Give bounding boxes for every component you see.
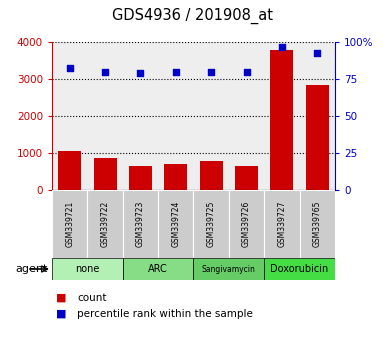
Point: [208, 69, 214, 75]
Point: [279, 44, 285, 50]
Text: GDS4936 / 201908_at: GDS4936 / 201908_at: [112, 8, 273, 24]
Text: none: none: [75, 264, 100, 274]
Bar: [235, 166, 258, 190]
Text: GSM339725: GSM339725: [207, 201, 216, 247]
Text: ■: ■: [56, 293, 66, 303]
Bar: [193, 190, 229, 258]
Point: [314, 50, 320, 56]
Bar: [52, 190, 87, 258]
Bar: [264, 258, 335, 280]
Text: GSM339721: GSM339721: [65, 201, 74, 247]
Bar: [270, 50, 293, 190]
Text: GSM339727: GSM339727: [277, 201, 286, 247]
Text: count: count: [77, 293, 107, 303]
Bar: [200, 161, 223, 190]
Bar: [58, 151, 81, 190]
Text: GSM339726: GSM339726: [242, 201, 251, 247]
Point: [137, 71, 144, 76]
Text: ■: ■: [56, 309, 66, 319]
Point: [102, 69, 108, 75]
Bar: [306, 85, 329, 190]
Bar: [229, 190, 264, 258]
Bar: [94, 158, 117, 190]
Text: GSM339724: GSM339724: [171, 201, 180, 247]
Text: GSM339765: GSM339765: [313, 201, 322, 247]
Bar: [123, 190, 158, 258]
Point: [67, 65, 73, 70]
Text: Doxorubicin: Doxorubicin: [270, 264, 329, 274]
Bar: [300, 190, 335, 258]
Text: percentile rank within the sample: percentile rank within the sample: [77, 309, 253, 319]
Bar: [158, 190, 193, 258]
Text: ARC: ARC: [148, 264, 168, 274]
Text: GSM339723: GSM339723: [136, 201, 145, 247]
Bar: [52, 258, 123, 280]
Bar: [264, 190, 300, 258]
Point: [243, 69, 249, 75]
Bar: [193, 258, 264, 280]
Bar: [129, 166, 152, 190]
Point: [173, 69, 179, 75]
Bar: [87, 190, 123, 258]
Text: agent: agent: [16, 264, 48, 274]
Bar: [164, 164, 187, 190]
Bar: [123, 258, 193, 280]
Text: GSM339722: GSM339722: [100, 201, 110, 247]
Text: Sangivamycin: Sangivamycin: [202, 264, 256, 274]
